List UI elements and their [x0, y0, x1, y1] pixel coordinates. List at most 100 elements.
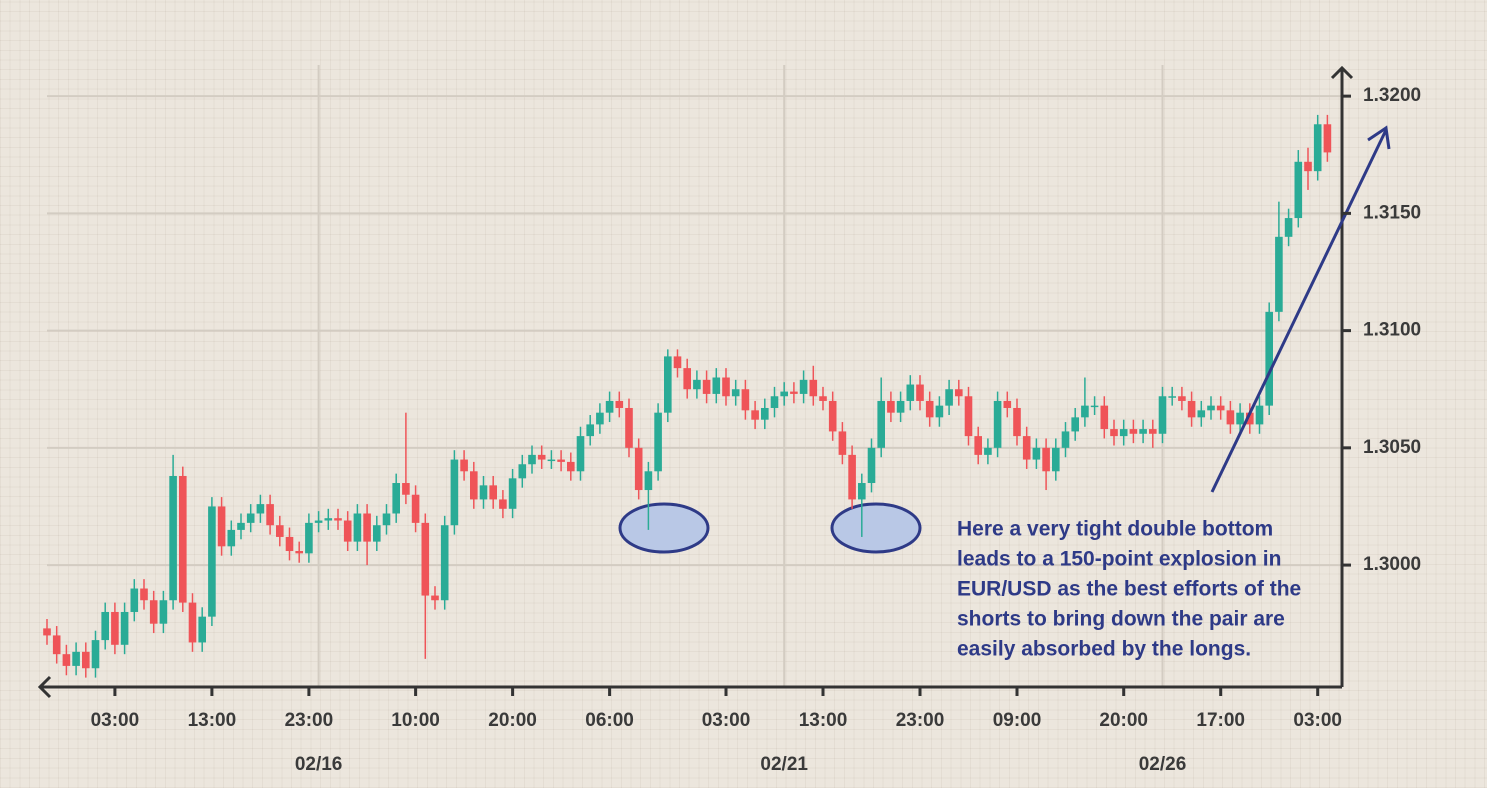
candle-body [43, 628, 51, 636]
candle-body [1168, 396, 1176, 398]
candle-body [130, 588, 139, 612]
candle-body [596, 412, 604, 425]
candle-body [188, 602, 197, 643]
candle-body [1236, 412, 1244, 425]
x-tick-label: 03:00 [1293, 710, 1342, 731]
candle-body [479, 485, 488, 500]
candle-body [702, 379, 711, 394]
candle-body [373, 525, 381, 542]
x-tick-label: 20:00 [1099, 710, 1148, 731]
candle-body [877, 400, 885, 448]
candle-body [1090, 405, 1099, 408]
annotation-line: Here a very tight double bottom [957, 518, 1273, 541]
candle-body [615, 400, 624, 408]
candle-body [896, 400, 905, 413]
y-tick-label: 1.3100 [1363, 320, 1421, 341]
candle-body [1216, 405, 1225, 411]
candle-body [887, 400, 895, 413]
candle-body [101, 611, 109, 641]
date-label: 02/26 [1139, 754, 1187, 775]
candle-body [819, 396, 827, 401]
candle-body [421, 522, 430, 596]
candle-body [838, 431, 847, 455]
candle-body [955, 389, 963, 397]
x-axis-arrow [37, 675, 52, 699]
candle-body [945, 389, 953, 406]
candle-body [605, 400, 614, 413]
candle-body [305, 522, 313, 554]
candle-body [508, 478, 517, 509]
candle-body [1119, 429, 1128, 437]
x-tick-label: 20:00 [488, 710, 537, 731]
candle-body [120, 611, 129, 645]
candle-body [1100, 405, 1109, 430]
candle-body [217, 506, 226, 547]
candle-body [1187, 400, 1196, 418]
candle-body [314, 520, 323, 523]
candle-body [353, 513, 362, 542]
candle-body [974, 436, 982, 455]
candle-body [935, 405, 944, 418]
date-label: 02/21 [760, 754, 808, 775]
candle-body [1052, 447, 1060, 472]
candle-body [256, 504, 265, 514]
candle-body [1149, 429, 1157, 434]
candle-body [411, 494, 420, 523]
candle-body [858, 483, 866, 500]
grid [47, 65, 1342, 687]
candle-body [712, 377, 721, 394]
candle-body [489, 485, 497, 500]
candle-body [179, 475, 187, 603]
candle-body [964, 396, 973, 437]
candle-body [499, 499, 507, 509]
trend-line [1210, 129, 1388, 493]
candle-body [916, 384, 924, 401]
candle-body [334, 518, 342, 521]
candle-body [576, 436, 585, 472]
x-tick-label: 23:00 [285, 710, 334, 731]
candle-body [1265, 311, 1273, 406]
candle-body [440, 525, 449, 601]
candle-body [62, 654, 71, 666]
candle-body [664, 356, 672, 413]
candle-body [237, 522, 245, 530]
candle-body [140, 588, 148, 601]
candle-body [402, 483, 410, 495]
x-tick-label: 23:00 [896, 710, 945, 731]
candle-body [159, 600, 168, 624]
candle-body [52, 635, 61, 655]
candle-body [780, 391, 788, 397]
annotation-line: leads to a 150-point explosion in [957, 548, 1281, 571]
candle-body [586, 424, 594, 437]
candle-body [82, 651, 90, 669]
candle-body [1255, 405, 1264, 425]
trend-arrowhead [1367, 125, 1391, 150]
candle-body [1197, 410, 1206, 418]
candle-body [1158, 396, 1167, 434]
y-tick-label: 1.3150 [1363, 202, 1421, 223]
candle-body [1284, 218, 1293, 237]
candle-body [227, 529, 236, 547]
candle-body [1022, 436, 1031, 460]
candle-body [761, 407, 769, 420]
candle-body [169, 475, 177, 601]
candle-body [673, 356, 682, 369]
candle-body [285, 536, 294, 552]
candle-body [848, 454, 856, 500]
candle-body [625, 407, 633, 448]
candle-body [343, 520, 352, 542]
candle-body [528, 454, 536, 465]
candle-body [722, 377, 730, 397]
x-tick-label: 03:00 [91, 710, 140, 731]
candle-body [431, 595, 439, 601]
candle-body [1294, 161, 1303, 219]
candle-body [1226, 410, 1235, 425]
candle-body [1110, 429, 1118, 437]
candle-body [537, 454, 546, 460]
candle-body [72, 651, 80, 666]
candle-body [1139, 429, 1147, 434]
candle-body [1071, 417, 1079, 432]
candle-body [1275, 236, 1283, 312]
highlight-ellipse [618, 502, 710, 554]
